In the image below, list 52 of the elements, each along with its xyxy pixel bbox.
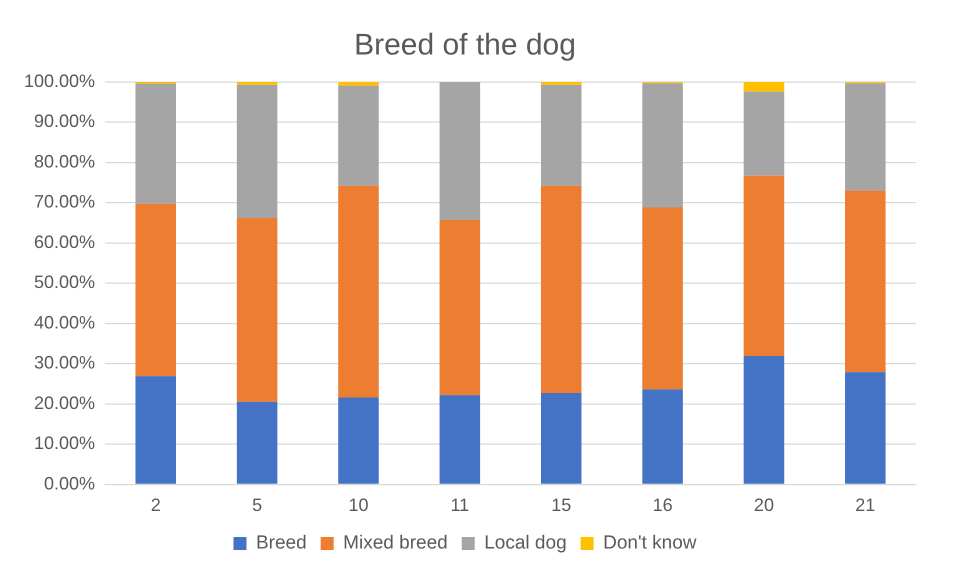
bar bbox=[440, 220, 480, 396]
y-tick-label: 0.00% bbox=[44, 473, 96, 494]
bar bbox=[744, 176, 784, 356]
bar bbox=[236, 218, 278, 402]
bar bbox=[845, 372, 886, 484]
legend-label: Mixed breed bbox=[343, 532, 448, 554]
y-tick-label: 100.00% bbox=[24, 70, 96, 91]
y-tick-label: 50.00% bbox=[34, 272, 96, 292]
x-tick-label: 10 bbox=[348, 495, 368, 516]
y-tick-label: 20.00% bbox=[34, 392, 96, 413]
bar bbox=[440, 395, 480, 484]
legend-label: Don't know bbox=[603, 532, 697, 554]
bar bbox=[135, 84, 176, 204]
y-tick-label: 40.00% bbox=[34, 312, 96, 332]
bar bbox=[744, 92, 784, 176]
bar bbox=[540, 186, 582, 394]
bar bbox=[642, 208, 683, 390]
bar bbox=[845, 83, 886, 191]
bar bbox=[236, 402, 278, 484]
bar bbox=[440, 82, 480, 220]
y-tick-label: 80.00% bbox=[34, 151, 96, 172]
x-tick-label: 15 bbox=[551, 495, 572, 516]
x-tick-label: 16 bbox=[652, 495, 673, 516]
bar bbox=[540, 84, 582, 186]
legend-label: Local dog bbox=[484, 532, 567, 554]
x-tick-label: 2 bbox=[150, 495, 161, 516]
x-tick-label: 11 bbox=[450, 495, 470, 516]
legend-label: Breed bbox=[256, 532, 307, 554]
y-tick-label: 60.00% bbox=[34, 232, 96, 252]
y-tick-label: 30.00% bbox=[34, 352, 96, 373]
bar bbox=[338, 82, 379, 86]
y-tick-label: 10.00% bbox=[34, 433, 96, 454]
bar bbox=[135, 376, 176, 484]
bar bbox=[744, 82, 784, 92]
bar bbox=[642, 83, 683, 208]
bar bbox=[236, 82, 278, 85]
x-tick-label: 21 bbox=[855, 495, 876, 516]
chart-title: Breed of the dog bbox=[354, 28, 576, 62]
bar bbox=[642, 389, 683, 484]
x-tick-label: 20 bbox=[754, 495, 774, 516]
bar bbox=[338, 86, 379, 186]
bar bbox=[845, 190, 886, 372]
y-tick-label: 70.00% bbox=[34, 192, 96, 212]
bar bbox=[540, 82, 582, 85]
bar bbox=[135, 204, 176, 376]
y-tick-label: 90.00% bbox=[34, 111, 96, 132]
bar bbox=[338, 397, 379, 484]
bar bbox=[744, 356, 784, 484]
bar bbox=[236, 84, 278, 218]
bar bbox=[540, 393, 582, 484]
x-tick-label: 5 bbox=[252, 495, 262, 516]
bar bbox=[338, 186, 379, 398]
